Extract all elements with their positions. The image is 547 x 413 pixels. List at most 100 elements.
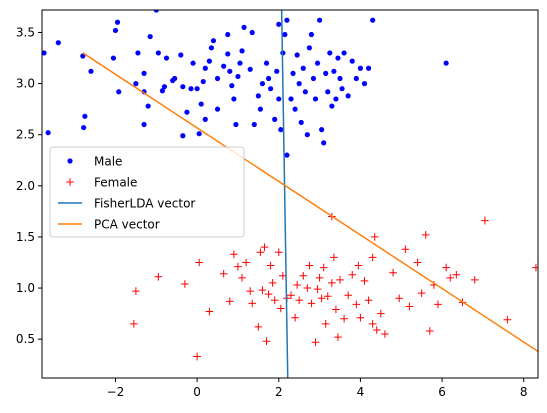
point-1-49 (344, 291, 352, 299)
point-0-104 (284, 152, 290, 158)
point-0-79 (306, 45, 312, 51)
point-0-77 (302, 89, 308, 95)
point-0-98 (349, 58, 355, 64)
point-1-58 (372, 326, 381, 334)
point-0-43 (225, 51, 231, 57)
point-1-7 (219, 269, 228, 278)
point-0-74 (296, 81, 302, 87)
point-0-84 (316, 17, 323, 23)
point-1-8 (225, 297, 234, 306)
point-0-25 (178, 52, 184, 58)
point-0-41 (214, 106, 221, 112)
point-0-8 (112, 27, 119, 34)
point-0-44 (225, 31, 231, 38)
point-0-76 (300, 65, 306, 71)
point-0-16 (153, 10, 159, 13)
point-0-89 (327, 50, 333, 56)
y-tick-label: 2.0 (16, 179, 35, 193)
point-1-78 (532, 263, 538, 272)
point-1-18 (260, 243, 269, 251)
point-1-31 (295, 296, 303, 305)
point-1-70 (434, 300, 442, 309)
point-0-34 (200, 78, 206, 85)
point-0-102 (365, 65, 372, 71)
legend-item-0: Male (67, 155, 122, 169)
point-0-31 (194, 86, 200, 92)
point-0-40 (214, 75, 221, 82)
x-tick-label: 2 (275, 385, 283, 399)
point-0-26 (180, 84, 186, 90)
point-1-20 (264, 290, 273, 298)
y-tick-label: 3.0 (16, 77, 35, 91)
point-0-29 (188, 86, 194, 92)
legend-box (49, 146, 245, 238)
data-layer (42, 10, 538, 378)
point-0-75 (298, 119, 304, 126)
point-1-51 (352, 300, 361, 309)
legend: Male Female FisherLDA vector PCA vector (49, 146, 245, 238)
point-0-42 (221, 63, 227, 69)
point-1-33 (303, 284, 312, 292)
point-0-52 (241, 24, 247, 30)
point-1-53 (356, 313, 365, 322)
point-0-7 (110, 55, 117, 61)
point-0-33 (198, 101, 204, 107)
point-1-54 (360, 277, 369, 285)
point-0-56 (255, 93, 261, 99)
point-0-54 (249, 29, 255, 36)
point-0-17 (145, 103, 151, 109)
legend-label-0: Male (94, 155, 122, 169)
x-tick-label: 4 (357, 385, 365, 399)
point-0-11 (133, 81, 139, 87)
point-0-97 (345, 93, 351, 99)
point-1-59 (377, 309, 385, 318)
point-1-66 (417, 289, 426, 297)
legend-item-1: Female (66, 176, 137, 190)
point-0-60 (265, 75, 272, 82)
point-1-41 (321, 320, 330, 328)
axes-layer: −2 0 2 4 6 8 0.5 1.0 1.5 2.0 2.5 3.0 3.5 (16, 25, 528, 399)
legend-label-2: FisherLDA vector (94, 197, 195, 211)
point-1-10 (234, 262, 242, 271)
point-1-9 (230, 250, 238, 259)
point-0-73 (294, 52, 300, 58)
point-1-67 (421, 231, 430, 239)
point-1-56 (368, 320, 377, 328)
legend-marker-1 (66, 178, 74, 186)
point-1-1 (132, 287, 140, 295)
point-0-4 (82, 113, 88, 119)
point-1-64 (405, 302, 414, 311)
point-1-19 (262, 337, 271, 345)
point-1-42 (323, 292, 332, 301)
point-1-46 (334, 333, 342, 341)
point-1-14 (248, 299, 257, 308)
point-1-2 (154, 273, 163, 281)
point-1-65 (413, 258, 422, 267)
point-1-22 (268, 279, 277, 287)
x-tick-label: 8 (520, 385, 528, 399)
legend-label-1: Female (94, 176, 137, 190)
point-1-48 (340, 314, 348, 323)
point-0-6 (88, 68, 94, 74)
point-0-61 (268, 86, 274, 92)
legend-item-3: PCA vector (58, 218, 160, 232)
legend-label-3: PCA vector (94, 218, 160, 232)
point-0-20 (159, 88, 166, 94)
point-1-45 (332, 305, 340, 314)
point-1-43 (328, 279, 336, 287)
y-tick-label: 3.5 (16, 25, 35, 39)
point-0-82 (312, 96, 319, 102)
point-1-0 (130, 320, 138, 328)
point-0-38 (208, 45, 215, 51)
point-1-16 (256, 248, 265, 257)
point-1-4 (193, 352, 201, 361)
point-0-57 (257, 106, 264, 112)
point-1-44 (330, 253, 338, 262)
point-0-10 (116, 89, 122, 95)
point-1-68 (426, 327, 434, 335)
point-0-93 (335, 55, 341, 61)
point-1-50 (348, 270, 357, 279)
point-1-71 (442, 263, 450, 272)
point-1-38 (315, 274, 324, 282)
